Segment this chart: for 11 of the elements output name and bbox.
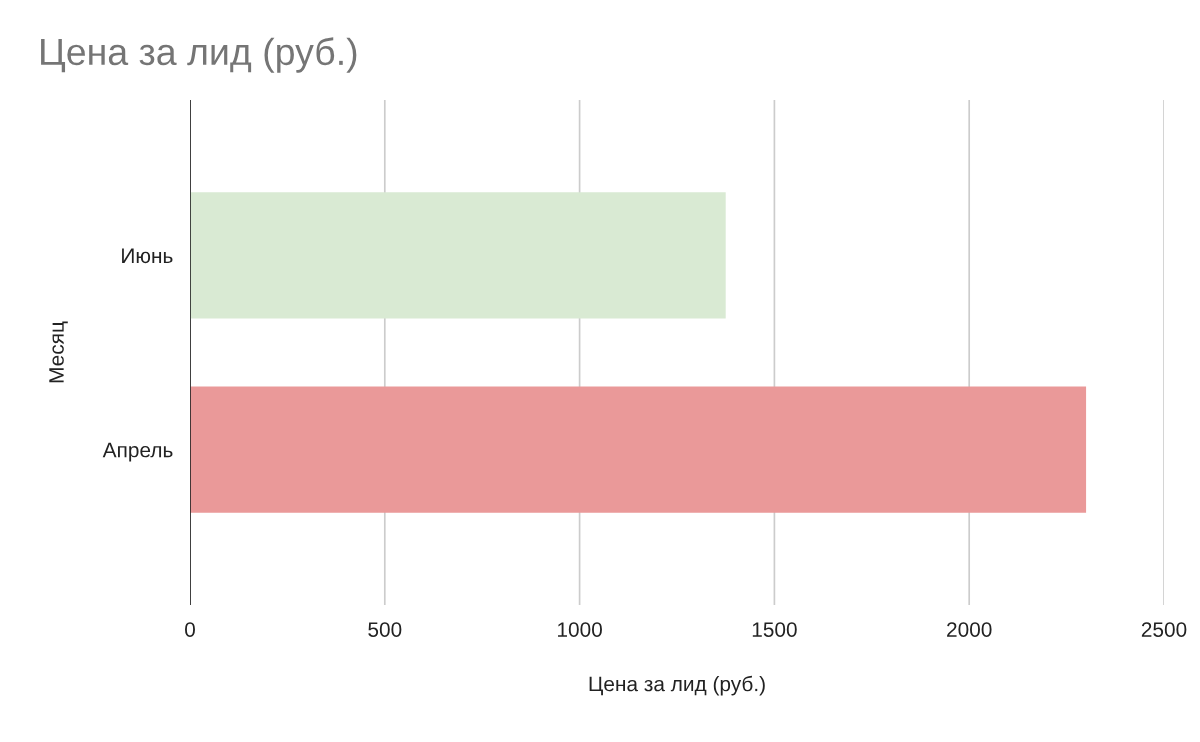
x-tick-label: 2500: [1141, 622, 1187, 637]
x-tick-label: 0: [185, 622, 195, 637]
chart-title: Цена за лид (руб.): [41, 37, 357, 73]
x-axis-title: Цена за лид (руб.): [589, 675, 765, 696]
x-tick-label: 1000: [558, 622, 602, 637]
x-tick-label: 500: [368, 622, 402, 637]
x-tick-label: 1500: [752, 622, 797, 637]
y-axis-title: Месяц: [49, 321, 68, 383]
x-tick-label: 2000: [947, 622, 992, 637]
y-tick-label: Апрель: [102, 442, 173, 462]
y-tick-label: Июнь: [122, 248, 173, 264]
